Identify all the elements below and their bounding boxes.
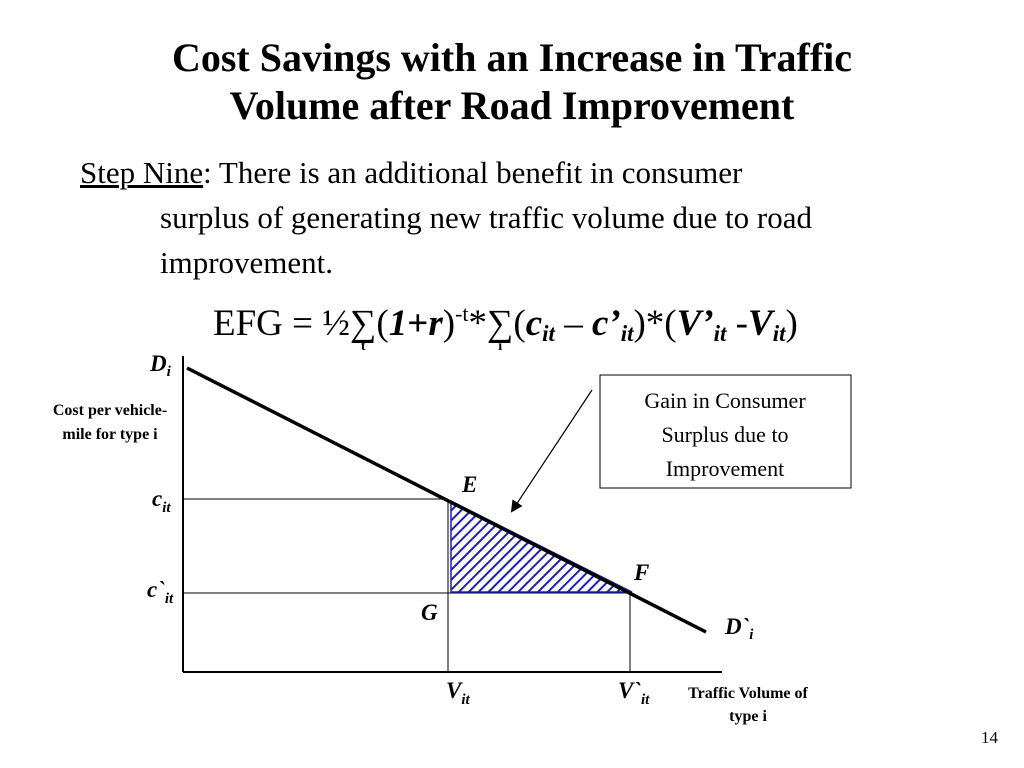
formula-rparen-2: ) (785, 303, 798, 344)
point-f-label: F (633, 560, 649, 585)
demand2-label: D`i (724, 614, 754, 643)
v-prime-volume-label: V`it (618, 678, 650, 708)
sum-t-index: t (360, 339, 366, 354)
formula-rparen-1: ) (442, 303, 456, 344)
v-volume-label: Vit (446, 678, 471, 708)
formula-c-sub: it (542, 321, 555, 346)
sum-i: ∑ i (487, 300, 514, 354)
formula-minus: – (554, 303, 592, 344)
x-axis-label-line-2: type i (729, 708, 767, 725)
sum-i-index: i (498, 339, 503, 354)
formula-lparen-2: ( (513, 303, 526, 344)
sum-t: ∑ t (350, 300, 377, 354)
formula-lhs: EFG = ½ (213, 303, 351, 344)
c-prime-price-label: c`it (147, 577, 174, 607)
title-line-2: Volume after Road Improvement (229, 83, 795, 128)
formula-dash: - (726, 303, 748, 344)
sum-t-symbol: ∑ (350, 303, 377, 344)
formula-c-prime: c’ (591, 303, 621, 344)
y-axis-label-line-1: Cost per vehicle- (53, 402, 167, 419)
formula-one: 1 (388, 303, 408, 344)
step-line-1: Step Nine: There is an additional benefi… (80, 150, 950, 195)
c-price-label: cit (152, 486, 171, 516)
slide-title: Cost Savings with an Increase in Traffic… (0, 34, 1024, 130)
formula-star: * (468, 303, 488, 344)
formula-lparen-1: ( (376, 303, 389, 344)
formula-v-prime-sub: it (713, 321, 727, 346)
formula-c: c (525, 303, 543, 344)
formula-c-prime-sub: it (620, 321, 634, 346)
y-axis-label-line-2: mile for type i (62, 426, 158, 443)
point-g-label: G (421, 600, 438, 625)
callout-line-1: Gain in Consumer (644, 388, 806, 413)
callout-arrow (510, 389, 593, 513)
step-text-1: : There is an additional benefit in cons… (203, 155, 743, 190)
formula-r: r (428, 303, 443, 344)
demand-line (186, 366, 707, 634)
step-line-3: improvement. (160, 245, 334, 280)
x-axis-label-line-1: Traffic Volume of (688, 685, 808, 702)
callout-box (599, 374, 852, 489)
efg-formula: EFG = ½∑ t (1+r)-t*∑ i (cit – c’it)*(V’it -V… (213, 290, 798, 358)
step-label: Step Nine (80, 155, 204, 190)
callout-line-3: Improvement (666, 456, 785, 481)
page-number: 14 (981, 728, 998, 747)
demand-label: Di (149, 351, 172, 380)
title-line-1: Cost Savings with an Increase in Traffic (171, 35, 853, 80)
formula-v-prime: V’ (676, 303, 714, 344)
step-text: Step Nine: There is an additional benefi… (80, 150, 950, 285)
formula-v: V (748, 303, 773, 344)
formula-v-sub: it (772, 321, 786, 346)
formula-close-times: )*( (633, 303, 677, 344)
sum-i-symbol: ∑ (487, 303, 514, 344)
step-line-2: surplus of generating new traffic volume… (160, 200, 812, 235)
formula-plus: + (407, 303, 429, 344)
formula-exponent: -t (455, 301, 469, 326)
point-e-label: E (461, 472, 477, 497)
callout-line-2: Surplus due to (661, 422, 788, 447)
